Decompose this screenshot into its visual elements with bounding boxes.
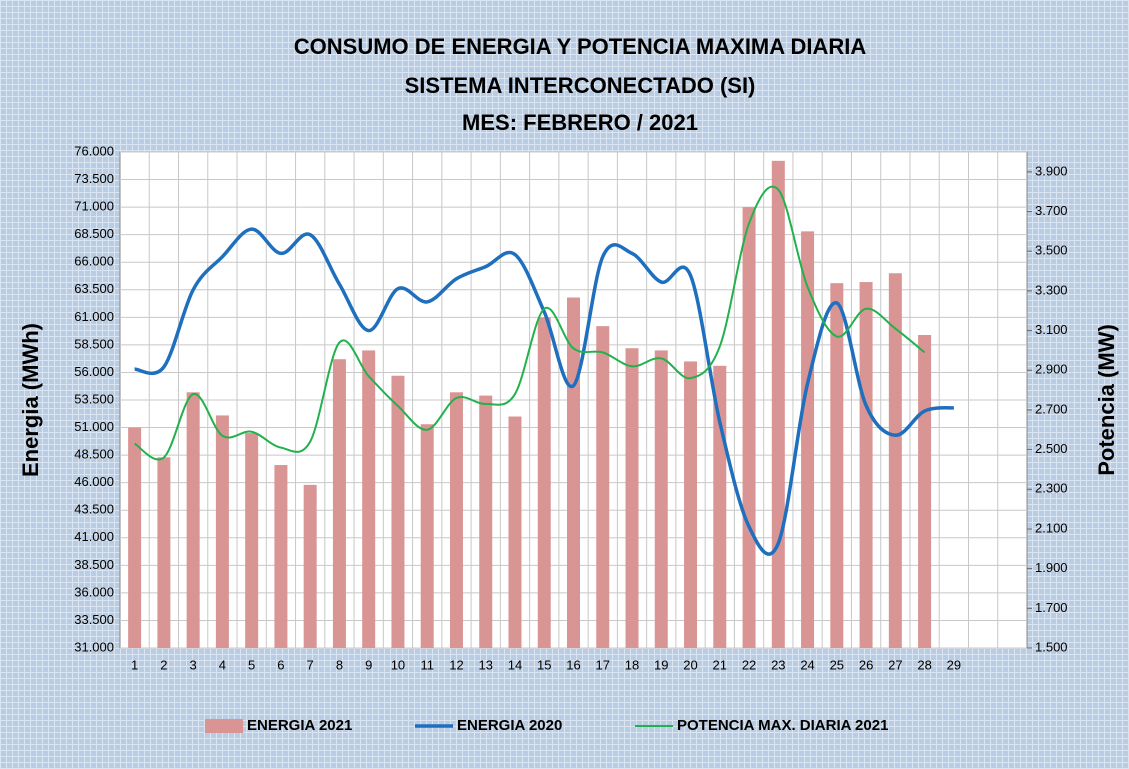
x-tick-label: 1 bbox=[131, 657, 138, 672]
bar bbox=[771, 160, 785, 648]
y2-tick-label: 2.100 bbox=[1035, 520, 1068, 535]
bar bbox=[449, 392, 463, 648]
line bbox=[134, 227, 955, 556]
line bbox=[134, 185, 926, 461]
y-tick-label: 46.000 bbox=[74, 474, 114, 489]
x-tick-label: 25 bbox=[830, 657, 844, 672]
bar bbox=[215, 415, 229, 648]
y-tick-label: 33.500 bbox=[74, 612, 114, 627]
y-tick-label: 43.500 bbox=[74, 502, 114, 517]
x-tick-label: 10 bbox=[391, 657, 405, 672]
x-tick-label: 29 bbox=[947, 657, 961, 672]
x-tick-label: 8 bbox=[336, 657, 343, 672]
y-tick-label: 73.500 bbox=[74, 171, 114, 186]
y-tick-label: 48.500 bbox=[74, 447, 114, 462]
y2-tick-label: 2.500 bbox=[1035, 441, 1068, 456]
bar bbox=[391, 375, 405, 648]
y2-axis-label: Potencia (MW) bbox=[1094, 324, 1119, 476]
y-tick-label: 66.000 bbox=[74, 254, 114, 269]
x-tick-label: 21 bbox=[713, 657, 727, 672]
x-tick-label: 15 bbox=[537, 657, 551, 672]
x-tick-label: 13 bbox=[478, 657, 492, 672]
y-tick-label: 71.000 bbox=[74, 199, 114, 214]
y-tick-label: 53.500 bbox=[74, 391, 114, 406]
y2-tick-label: 2.300 bbox=[1035, 481, 1068, 496]
x-tick-label: 12 bbox=[449, 657, 463, 672]
bar bbox=[508, 416, 522, 648]
y-tick-label: 51.000 bbox=[74, 419, 114, 434]
y-tick-label: 31.000 bbox=[74, 639, 114, 654]
x-tick-label: 19 bbox=[654, 657, 668, 672]
x-tick-label: 23 bbox=[771, 657, 785, 672]
x-tick-label: 11 bbox=[420, 657, 434, 672]
bar bbox=[479, 395, 493, 648]
y2-tick-label: 2.900 bbox=[1035, 362, 1068, 377]
bar bbox=[684, 361, 698, 648]
y2-tick-label: 2.700 bbox=[1035, 401, 1068, 416]
x-tick-label: 28 bbox=[917, 657, 931, 672]
bar bbox=[245, 433, 259, 648]
x-tick-label: 16 bbox=[566, 657, 580, 672]
y2-tick-label: 3.500 bbox=[1035, 243, 1068, 258]
bar bbox=[625, 348, 639, 648]
x-tick-label: 2 bbox=[160, 657, 167, 672]
y2-tick-label: 1.700 bbox=[1035, 600, 1068, 615]
x-tick-label: 9 bbox=[365, 657, 372, 672]
bar bbox=[742, 207, 756, 648]
y-tick-label: 63.500 bbox=[74, 281, 114, 296]
x-tick-label: 17 bbox=[596, 657, 610, 672]
x-tick-label: 20 bbox=[683, 657, 697, 672]
y-tick-label: 38.500 bbox=[74, 557, 114, 572]
x-tick-label: 24 bbox=[800, 657, 814, 672]
legend-label: POTENCIA MAX. DIARIA 2021 bbox=[677, 717, 888, 734]
y-tick-label: 41.000 bbox=[74, 529, 114, 544]
y2-tick-label: 3.300 bbox=[1035, 282, 1068, 297]
y-tick-label: 68.500 bbox=[74, 226, 114, 241]
x-tick-label: 6 bbox=[277, 657, 284, 672]
bar bbox=[859, 282, 873, 648]
bar bbox=[918, 334, 932, 648]
legend-label: ENERGIA 2021 bbox=[247, 717, 352, 734]
x-tick-label: 14 bbox=[508, 657, 522, 672]
bar bbox=[274, 465, 288, 648]
y2-tick-label: 1.500 bbox=[1035, 639, 1068, 654]
y-tick-label: 61.000 bbox=[74, 309, 114, 324]
y-tick-label: 76.000 bbox=[74, 143, 114, 158]
bar bbox=[128, 427, 142, 648]
chart-subtitle: SISTEMA INTERCONECTADO (SI) bbox=[405, 73, 756, 98]
x-tick-label: 3 bbox=[190, 657, 197, 672]
y-tick-label: 58.500 bbox=[74, 336, 114, 351]
y2-tick-label: 3.900 bbox=[1035, 163, 1068, 178]
y-tick-label: 56.000 bbox=[74, 364, 114, 379]
bar bbox=[420, 424, 434, 648]
bar bbox=[362, 350, 376, 648]
chart-title: CONSUMO DE ENERGIA Y POTENCIA MAXIMA DIA… bbox=[294, 34, 867, 59]
x-tick-label: 22 bbox=[742, 657, 756, 672]
bar bbox=[537, 317, 551, 648]
x-tick-label: 5 bbox=[248, 657, 255, 672]
bar bbox=[303, 484, 317, 648]
x-tick-label: 7 bbox=[307, 657, 314, 672]
x-tick-label: 4 bbox=[219, 657, 226, 672]
x-tick-label: 26 bbox=[859, 657, 873, 672]
bar bbox=[830, 283, 844, 648]
x-tick-label: 27 bbox=[888, 657, 902, 672]
x-tick-label: 18 bbox=[625, 657, 639, 672]
bar bbox=[801, 231, 815, 649]
legend-swatch bbox=[205, 719, 243, 733]
y2-tick-label: 1.900 bbox=[1035, 560, 1068, 575]
bar bbox=[654, 350, 668, 648]
y2-tick-label: 3.100 bbox=[1035, 322, 1068, 337]
legend-label: ENERGIA 2020 bbox=[457, 717, 562, 734]
chart-subtitle: MES: FEBRERO / 2021 bbox=[462, 110, 698, 135]
y2-tick-label: 3.700 bbox=[1035, 203, 1068, 218]
bar bbox=[332, 359, 346, 648]
bar bbox=[186, 392, 200, 648]
y-axis-label: Energia (MWh) bbox=[18, 323, 43, 477]
bar bbox=[157, 457, 171, 648]
bar bbox=[596, 326, 610, 648]
bar bbox=[888, 273, 902, 648]
y-tick-label: 36.000 bbox=[74, 584, 114, 599]
